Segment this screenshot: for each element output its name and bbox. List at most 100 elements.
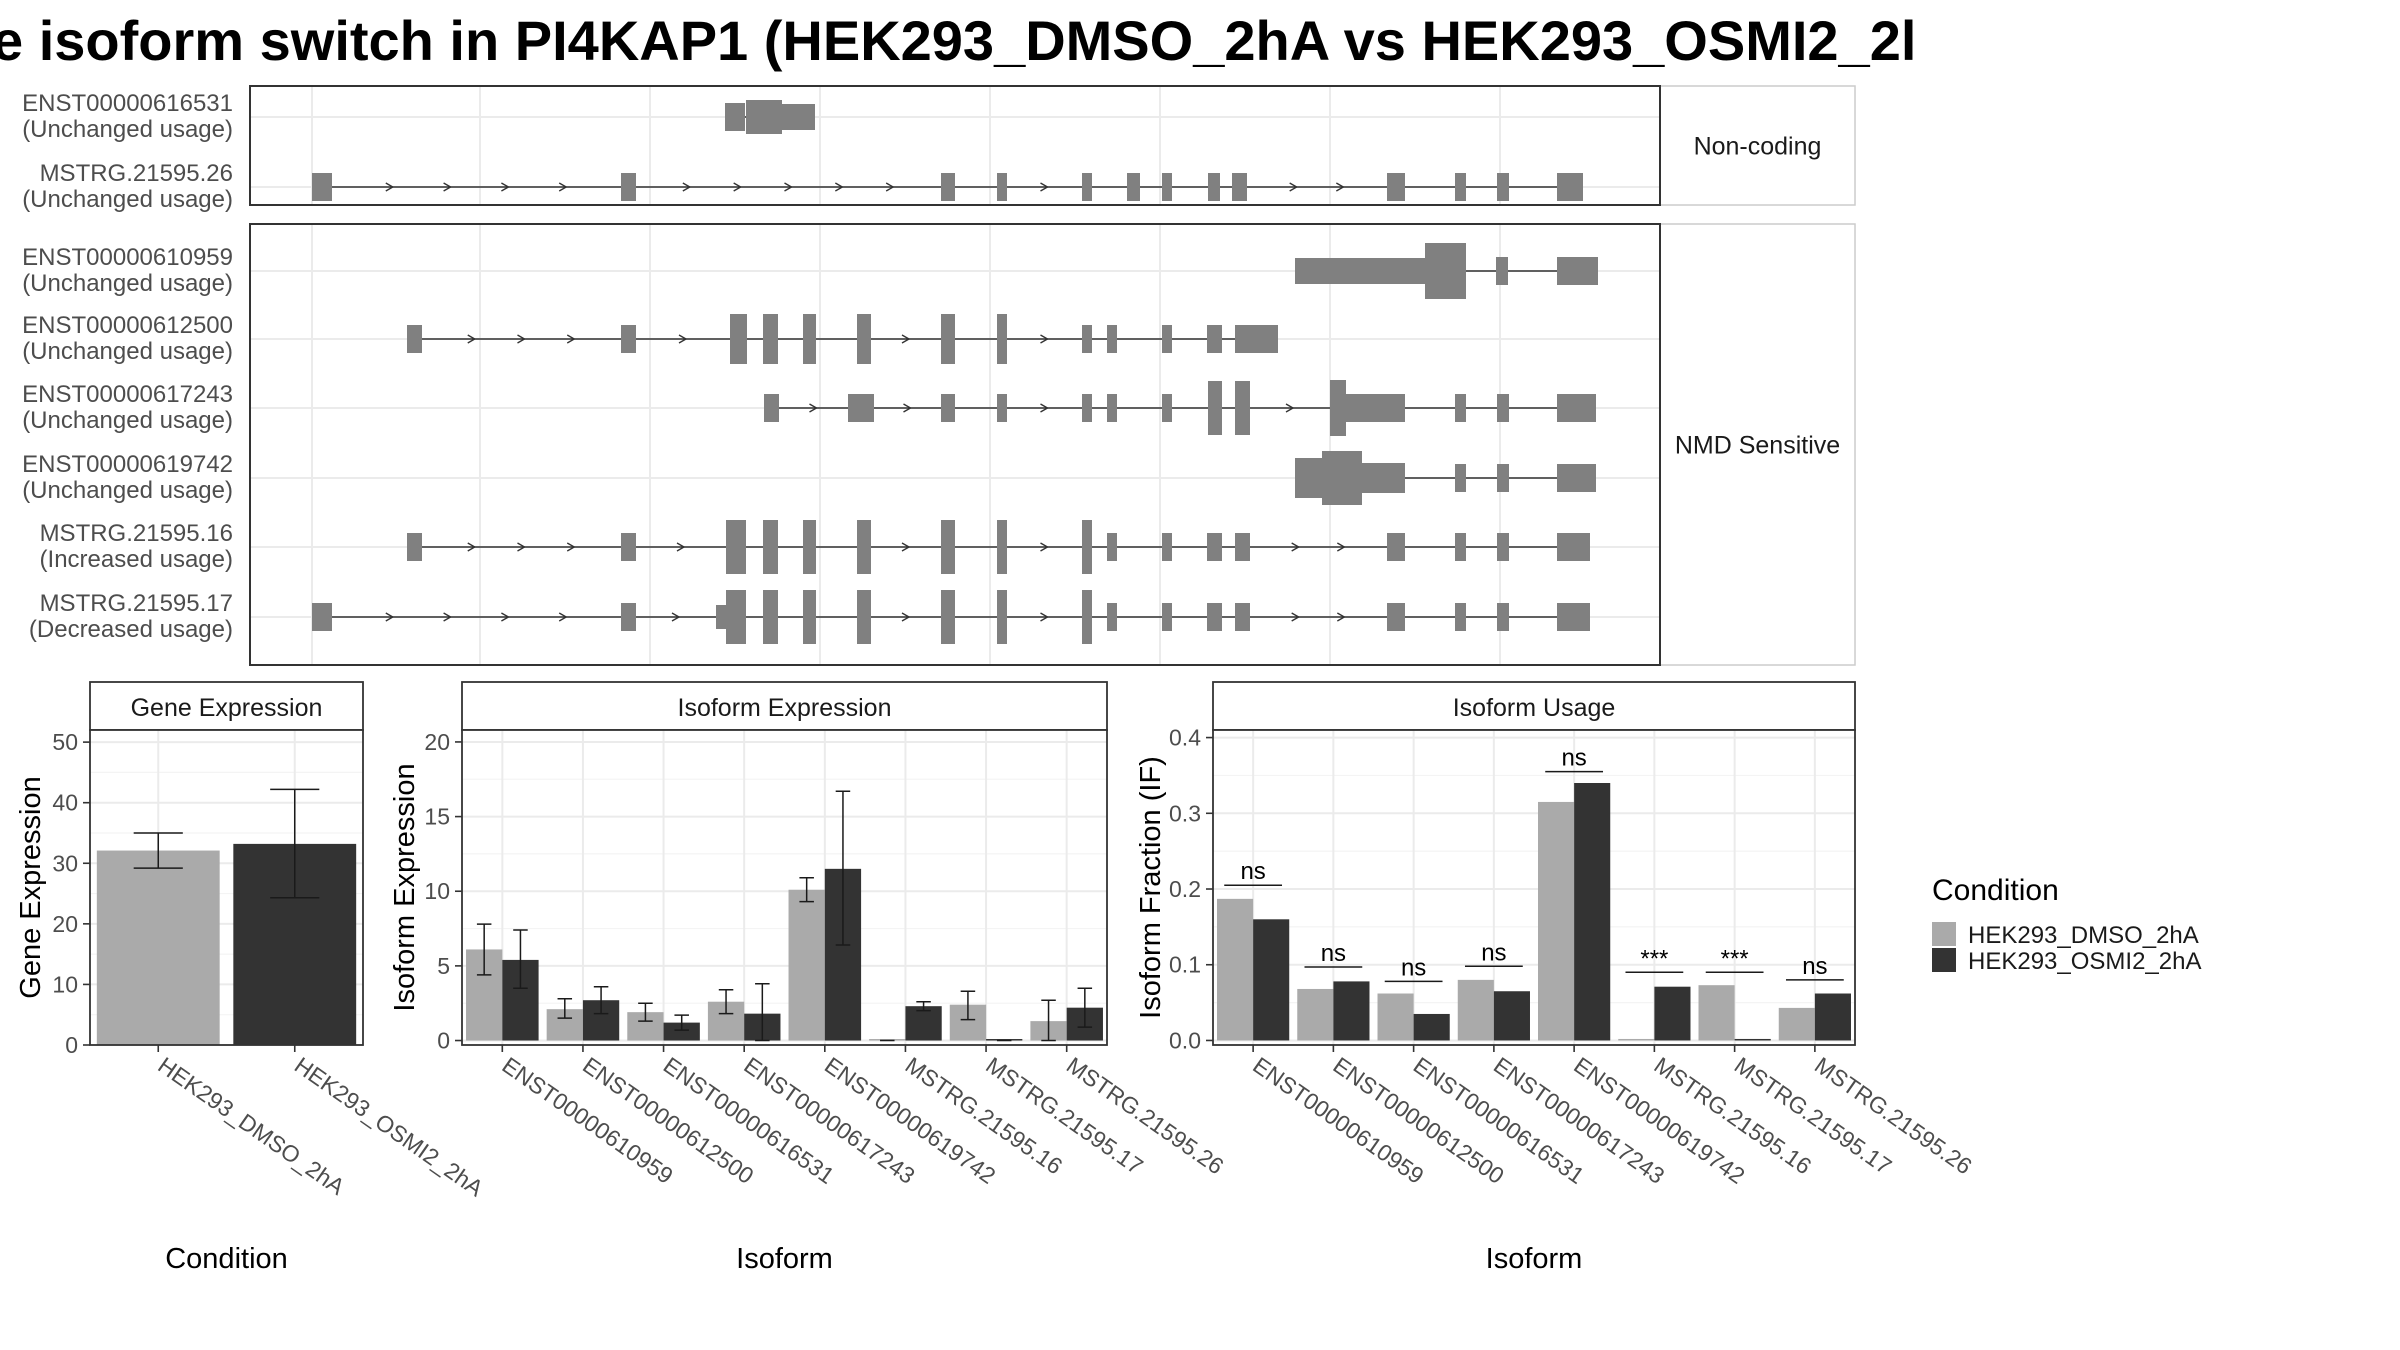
bar	[905, 1006, 942, 1041]
direction-chevron	[901, 542, 911, 552]
exon-block	[730, 314, 747, 364]
exon-block	[1497, 603, 1509, 631]
direction-chevron	[566, 542, 576, 552]
exon-block	[1082, 173, 1092, 201]
direction-chevron	[558, 612, 568, 622]
significance-label: ***	[1640, 945, 1668, 972]
error-bar	[1041, 999, 1056, 1042]
exon-block	[1455, 394, 1466, 422]
transcript-usage-label: (Unchanged usage)	[22, 407, 233, 434]
exon-block	[997, 590, 1007, 644]
exon-block	[1207, 533, 1222, 561]
bar	[1618, 1038, 1655, 1041]
bar	[1253, 919, 1290, 1041]
direction-chevron	[1285, 403, 1295, 413]
significance-label: ns	[1240, 858, 1265, 885]
bar	[788, 889, 825, 1041]
bar	[1538, 801, 1575, 1041]
exon-block	[1082, 325, 1092, 353]
transcript-usage-label: (Unchanged usage)	[22, 116, 233, 143]
y-tick-label: 0.1	[1169, 952, 1201, 978]
direction-chevron	[558, 182, 568, 192]
y-tick-label: 50	[52, 729, 78, 755]
significance-label: ns	[1481, 939, 1506, 966]
error-bar	[799, 877, 814, 903]
direction-chevron	[733, 182, 743, 192]
exon-block	[803, 314, 816, 364]
chart-strip	[89, 681, 364, 731]
exon-block	[1162, 394, 1172, 422]
exon-block	[1082, 590, 1092, 644]
y-axis-title: Isoform Fraction (IF)	[1135, 756, 1167, 1019]
transcript-usage-label: (Decreased usage)	[29, 616, 233, 643]
direction-chevron	[1040, 334, 1049, 344]
exon-block	[1207, 325, 1222, 353]
exon-block	[1107, 325, 1117, 353]
y-tick-label: 0	[65, 1032, 78, 1058]
y-tick-label: 15	[424, 804, 450, 830]
direction-chevron	[443, 612, 453, 622]
error-bar	[557, 997, 573, 1019]
exon-block	[1497, 533, 1509, 561]
y-tick-label: 30	[52, 850, 78, 876]
y-tick-label: 0	[437, 1028, 450, 1054]
direction-chevron	[676, 542, 686, 552]
direction-chevron	[901, 334, 911, 344]
direction-chevron	[834, 182, 844, 192]
exon-block	[763, 314, 778, 364]
direction-chevron	[885, 182, 895, 192]
exon-block	[763, 520, 778, 574]
bar	[1297, 988, 1334, 1041]
direction-chevron	[443, 182, 453, 192]
bar	[1734, 1038, 1771, 1041]
direction-chevron	[671, 612, 681, 622]
direction-chevron	[1335, 182, 1345, 192]
direction-chevron	[1336, 542, 1346, 552]
exon-block	[1235, 603, 1250, 631]
exon-block	[1497, 173, 1509, 201]
error-bar	[513, 929, 528, 990]
exon-block	[726, 520, 746, 574]
exon-block	[621, 533, 636, 561]
transcript-usage-label: (Increased usage)	[40, 546, 233, 573]
error-bar	[835, 790, 851, 946]
error-bar	[960, 990, 976, 1021]
significance-label: ns	[1802, 953, 1827, 980]
direction-chevron	[903, 403, 912, 413]
exon-block	[1425, 243, 1466, 299]
transcript-group-strip	[1659, 223, 1856, 666]
exon-block	[1330, 380, 1346, 436]
exon-block	[621, 603, 636, 631]
bar	[1654, 986, 1691, 1041]
exon-block	[621, 173, 636, 201]
exon-block	[765, 100, 782, 134]
y-tick-label: 10	[424, 878, 450, 904]
transcript-group-label: NMD Sensitive	[1675, 432, 1840, 460]
transcript-panel-border	[249, 223, 1661, 666]
exon-block	[1208, 173, 1220, 201]
exon-block	[1162, 603, 1172, 631]
direction-chevron	[1040, 542, 1049, 552]
legend-title: Condition	[1932, 874, 2059, 907]
direction-chevron	[501, 182, 510, 192]
direction-chevron	[517, 542, 526, 552]
exon-block	[1387, 603, 1405, 631]
direction-chevron	[1289, 182, 1299, 192]
direction-chevron	[1040, 182, 1049, 192]
direction-chevron	[517, 334, 526, 344]
direction-chevron	[784, 182, 793, 192]
direction-chevron	[1336, 612, 1346, 622]
bar	[1698, 985, 1735, 1041]
bar	[1778, 1007, 1815, 1041]
exon-block	[1107, 533, 1117, 561]
chart-title: Gene Expression	[131, 694, 323, 722]
bar-charts: Gene Expression01020304050HEK293_DMSO_2h…	[15, 681, 1977, 1275]
error-bar	[674, 1014, 689, 1031]
exon-block	[1557, 257, 1598, 285]
exon-block	[1208, 381, 1222, 435]
significance-label: ***	[1721, 945, 1749, 972]
error-bar	[916, 1000, 931, 1012]
direction-chevron	[501, 612, 510, 622]
exon-block	[782, 104, 815, 130]
